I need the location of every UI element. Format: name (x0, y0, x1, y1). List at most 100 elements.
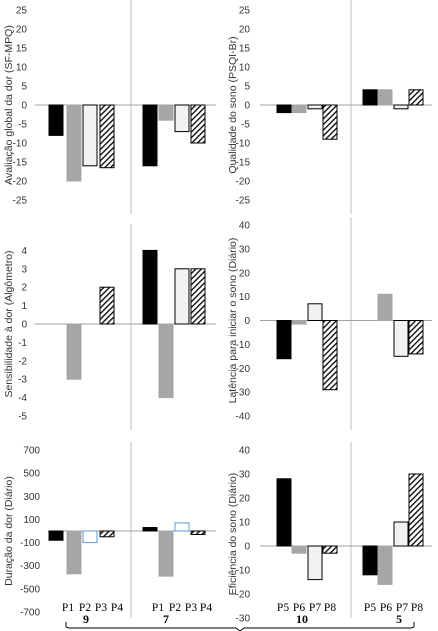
group-brace (65, 622, 415, 631)
tick-label: -25 (13, 196, 28, 207)
tick-label: -500 (20, 584, 40, 595)
tick-label: 4 (21, 246, 27, 257)
bar-p2 (66, 530, 82, 575)
bar-p6 (291, 545, 307, 554)
tick-label: -20 (236, 177, 251, 188)
bar-p3 (82, 530, 98, 544)
y-axis-label: Sensibilidade à dor (Algômetro) (3, 250, 15, 397)
tick-label: 20 (239, 268, 251, 279)
bar-p8 (408, 473, 424, 547)
category-label: P2 (79, 602, 91, 614)
tick-label: 25 (239, 6, 251, 17)
tick-label: 15 (16, 44, 28, 55)
bar-p4 (190, 268, 206, 325)
bar-p4 (190, 104, 206, 144)
category-label: P8 (324, 602, 336, 614)
bar-p8 (408, 320, 424, 355)
bar-p3 (174, 268, 190, 325)
chart-panel: 40 30 20 10 0 -10 -20 -30 Eficiência do sono (Di… (227, 442, 432, 625)
chart-panel: 700 500 300 100 -100 -300 -500 -700 Duração da d… (3, 442, 216, 619)
tick-label: 10 (16, 63, 28, 74)
chart-panel: 25 20 15 10 5 0 -5 -10 -15 -20 -25 Avaliação global… (3, 0, 216, 214)
bar-p1 (142, 249, 158, 325)
bar-p4 (190, 530, 206, 535)
tick-label: 700 (23, 446, 40, 457)
tick-label: 0 (244, 101, 250, 112)
tick-label: 2 (21, 283, 27, 294)
category-label: P7 (396, 602, 408, 614)
y-axis-label: Eficiência do sono (Diário) (227, 473, 239, 596)
tick-label: 10 (239, 63, 251, 74)
bar-p1 (48, 104, 64, 136)
tick-label: 300 (23, 492, 40, 503)
category-label: P8 (411, 602, 423, 614)
bar-p2 (66, 323, 82, 380)
tick-label: -10 (236, 340, 251, 351)
tick-label: 5 (21, 82, 27, 93)
chart-panel: 40 30 20 10 0 -10 -20 -30 -40 Latência para inici… (227, 217, 432, 430)
bar-p2 (158, 530, 174, 577)
tick-label: -5 (18, 412, 27, 423)
tick-label: 15 (239, 44, 251, 55)
bar-p5 (276, 320, 292, 360)
bar-p1 (142, 104, 158, 167)
tick-label: -5 (241, 120, 250, 131)
tick-label: 30 (239, 470, 251, 481)
x-axis-labels: P1 P2 P3 P4 P1 P2 P3 P4 P5 P6 P7 P8 P5 P6 P7 P8 (62, 602, 423, 614)
tick-label: -700 (20, 608, 40, 619)
category-label: P1 (152, 602, 164, 614)
tick-label: 100 (23, 515, 40, 526)
bar-p2 (158, 104, 174, 121)
category-label: P6 (293, 602, 305, 614)
tick-label: -5 (18, 120, 27, 131)
tick-label: -20 (236, 364, 251, 375)
bar-p7 (307, 104, 323, 110)
bar-p1 (142, 527, 158, 532)
category-label: P6 (380, 602, 392, 614)
tick-label: 10 (239, 292, 251, 303)
bar-p5 (362, 545, 378, 576)
bar-p3 (174, 522, 190, 532)
category-label: P5 (277, 602, 289, 614)
bar-p7 (393, 104, 409, 110)
bar-p5 (362, 89, 378, 106)
y-axis-label: Latência para iniciar o sono (Diário) (227, 238, 239, 404)
tick-label: 1 (21, 301, 27, 312)
tick-label: 0 (244, 542, 250, 553)
group-label: 5 (396, 612, 402, 626)
bar-p4 (99, 104, 115, 169)
chart-panel: 25 20 15 10 5 0 -5 -10 -15 -20 -25 Qualidade do son… (227, 0, 432, 214)
bar-p7 (393, 521, 409, 547)
group-label: 9 (83, 612, 89, 626)
category-label: P4 (200, 602, 212, 614)
tick-label: -1 (18, 338, 27, 349)
bar-p3 (82, 104, 98, 167)
tick-label: -30 (236, 614, 251, 625)
tick-label: -15 (236, 158, 251, 169)
bar-p5 (276, 104, 292, 114)
tick-label: 20 (16, 25, 28, 36)
y-axis-label: Qualidade do sono (PSQI-Br) (227, 36, 239, 173)
tick-label: -40 (236, 412, 251, 423)
bar-p4 (99, 530, 115, 538)
category-label: P3 (185, 602, 197, 614)
bar-p1 (48, 530, 64, 541)
tick-label: 10 (239, 518, 251, 529)
tick-label: 5 (244, 82, 250, 93)
category-label: P7 (309, 602, 321, 614)
tick-label: -3 (18, 375, 27, 386)
tick-label: 3 (21, 264, 27, 275)
bar-p8 (408, 89, 424, 106)
bar-p7 (307, 303, 323, 322)
group-label: 7 (163, 612, 169, 626)
tick-label: -30 (236, 388, 251, 399)
bar-p6 (377, 89, 393, 106)
tick-label: -2 (18, 356, 27, 367)
bar-p8 (322, 320, 338, 391)
tick-label: -100 (20, 538, 40, 549)
bar-p6 (291, 104, 307, 114)
category-label: P3 (95, 602, 107, 614)
y-axis-label: Duração da dor (Diário) (3, 476, 15, 586)
